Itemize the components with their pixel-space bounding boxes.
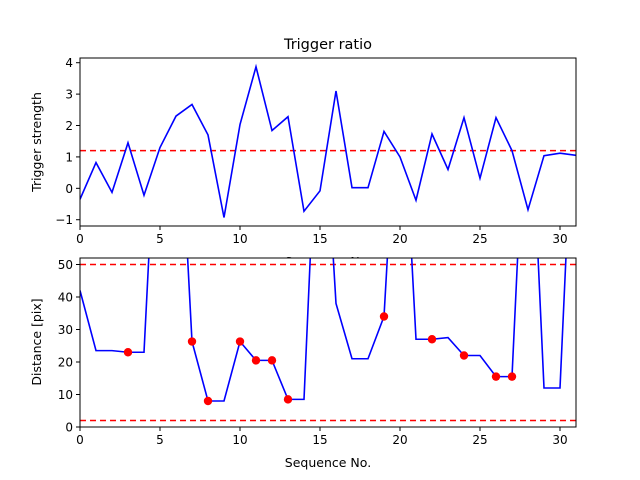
data-point <box>251 356 261 365</box>
data-point <box>459 351 469 360</box>
series-line <box>80 63 576 218</box>
chart-title: Trigger ratio <box>283 37 372 53</box>
y-ticks: −1 0 1 2 3 4 <box>55 56 80 227</box>
y-ticks: 0 10 20 30 40 50 <box>58 258 80 435</box>
x-tick-label: 15 <box>312 433 327 447</box>
distance-panel: 0 5 10 15 20 25 30 0 10 20 30 40 50 Sequence No. Di… <box>29 257 577 470</box>
x-tick-label: 25 <box>472 433 487 447</box>
x-tick-label: 30 <box>552 232 567 246</box>
x-tick-label: 5 <box>156 232 164 246</box>
data-point <box>283 395 293 404</box>
data-point <box>491 372 501 381</box>
data-point <box>203 396 213 406</box>
y-tick-label: 10 <box>58 388 73 402</box>
x-tick-label: 25 <box>472 232 487 246</box>
y-tick-label: 2 <box>65 119 73 133</box>
x-tick-label: 0 <box>76 232 84 246</box>
x-axis-label: Sequence No. <box>285 455 371 470</box>
y-tick-label: −1 <box>55 213 73 227</box>
series-line <box>80 258 567 402</box>
y-axis-label: Distance [pix] <box>29 298 44 385</box>
y-tick-label: 50 <box>58 258 73 272</box>
data-point <box>267 356 277 365</box>
y-axis-label: Trigger strength <box>29 92 44 193</box>
y-tick-label: 40 <box>58 291 73 305</box>
x-ticks: 0 5 10 15 20 25 30 <box>76 427 568 447</box>
panel-overlap-mask <box>80 258 576 269</box>
x-tick-label: 15 <box>312 232 327 246</box>
series-group <box>80 258 567 406</box>
x-tick-label: 0 <box>76 433 84 447</box>
data-point <box>187 337 197 346</box>
plot-frame <box>79 257 577 428</box>
y-tick-label: 30 <box>58 323 73 337</box>
data-point <box>507 372 517 381</box>
y-tick-label: 0 <box>65 182 73 196</box>
y-tick-label: 1 <box>65 150 73 164</box>
x-tick-label: 10 <box>232 433 247 447</box>
x-tick-label: 5 <box>156 433 164 447</box>
y-tick-label: 3 <box>65 88 73 102</box>
x-ticks: 0 5 10 15 20 25 30 <box>76 226 568 246</box>
threshold-lines <box>80 263 576 422</box>
x-tick-label: 10 <box>232 232 247 246</box>
y-tick-label: 4 <box>65 56 73 70</box>
data-point <box>123 348 133 357</box>
data-point <box>427 335 437 344</box>
x-tick-label: 30 <box>552 433 567 447</box>
data-point <box>379 312 389 321</box>
data-point <box>235 337 245 346</box>
y-tick-label: 0 <box>65 421 73 435</box>
x-tick-label: 20 <box>392 232 407 246</box>
x-tick-label: 20 <box>392 433 407 447</box>
series-group <box>80 63 576 218</box>
y-tick-label: 20 <box>58 356 73 370</box>
plot-frame <box>79 57 577 227</box>
